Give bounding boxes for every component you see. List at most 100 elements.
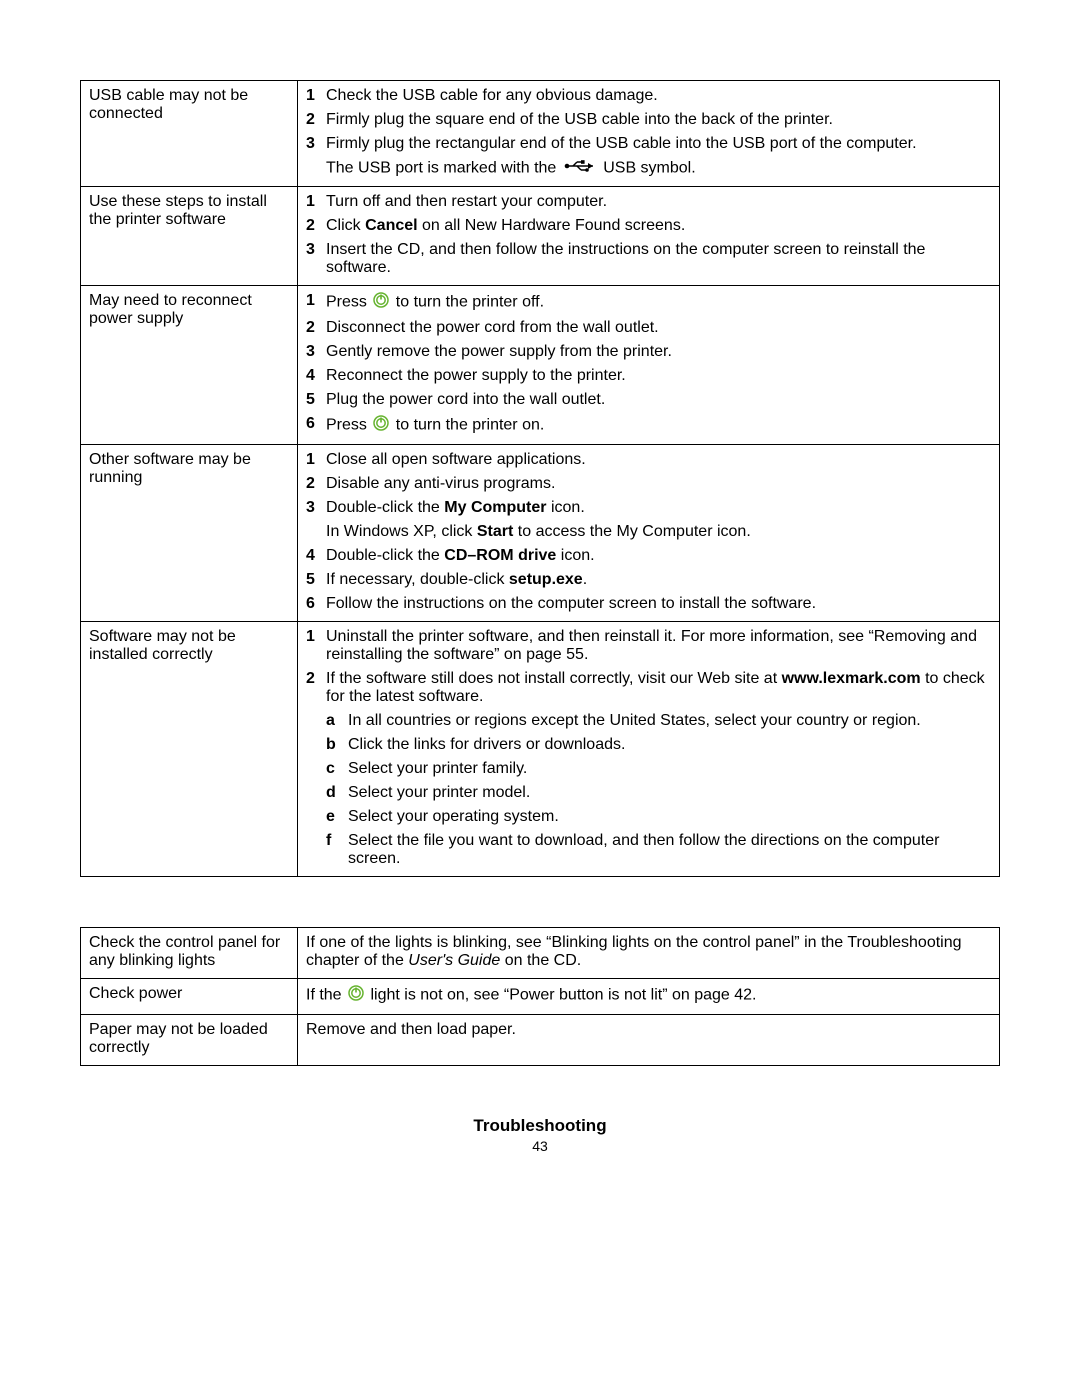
step-text: If necessary, double-click setup.exe. [326, 571, 991, 589]
step-text: Press to turn the printer off. [326, 292, 991, 313]
step-text: Double-click the My Computer icon.In Win… [326, 499, 991, 541]
step: 3Firmly plug the rectangular end of the … [306, 135, 991, 178]
substep-number: c [326, 760, 348, 778]
solution-cell: 1Check the USB cable for any obvious dam… [298, 81, 1000, 187]
step-text: Insert the CD, and then follow the instr… [326, 241, 991, 277]
step: 1Turn off and then restart your computer… [306, 193, 991, 211]
step-number: 3 [306, 241, 326, 277]
step: 2Firmly plug the square end of the USB c… [306, 111, 991, 129]
step-text: Gently remove the power supply from the … [326, 343, 991, 361]
cause-cell: Check power [81, 979, 298, 1015]
table-1-body: USB cable may not be connected1Check the… [81, 81, 1000, 877]
step-number: 2 [306, 111, 326, 129]
substep: fSelect the file you want to download, a… [326, 832, 991, 868]
substep-number: e [326, 808, 348, 826]
substep: aIn all countries or regions except the … [326, 712, 991, 730]
step-number: 1 [306, 87, 326, 105]
solution-cell: 1Press to turn the printer off.2Disconne… [298, 286, 1000, 445]
step-text: Press to turn the printer on. [326, 415, 991, 436]
step-number: 3 [306, 135, 326, 178]
substep-text: Select your operating system. [348, 808, 991, 826]
troubleshooting-table-2: Check the control panel for any blinking… [80, 927, 1000, 1066]
substep-number: d [326, 784, 348, 802]
substep-text: Select your printer family. [348, 760, 991, 778]
step: 2If the software still does not install … [306, 670, 991, 868]
step: 6Follow the instructions on the computer… [306, 595, 991, 613]
substep-text: Select your printer model. [348, 784, 991, 802]
cause-cell: USB cable may not be connected [81, 81, 298, 187]
step-detail: The USB port is marked with the USB symb… [326, 159, 991, 178]
step-number: 5 [306, 571, 326, 589]
step-number: 3 [306, 499, 326, 541]
substep: cSelect your printer family. [326, 760, 991, 778]
step-number: 2 [306, 217, 326, 235]
substep: eSelect your operating system. [326, 808, 991, 826]
step: 6Press to turn the printer on. [306, 415, 991, 436]
solution-cell: 1Uninstall the printer software, and the… [298, 622, 1000, 877]
step-text: Follow the instructions on the computer … [326, 595, 991, 613]
step-list: 1Turn off and then restart your computer… [306, 193, 991, 277]
step: 5Plug the power cord into the wall outle… [306, 391, 991, 409]
substep-number: f [326, 832, 348, 868]
step: 4Reconnect the power supply to the print… [306, 367, 991, 385]
substep-text: Select the file you want to download, an… [348, 832, 991, 868]
step-number: 6 [306, 595, 326, 613]
solution-cell: 1Turn off and then restart your computer… [298, 187, 1000, 286]
solution-cell: If one of the lights is blinking, see “B… [298, 928, 1000, 979]
step-text: Check the USB cable for any obvious dama… [326, 87, 991, 105]
step-text: Double-click the CD–ROM drive icon. [326, 547, 991, 565]
table-row: Software may not be installed correctly1… [81, 622, 1000, 877]
substep-number: a [326, 712, 348, 730]
step: 5If necessary, double-click setup.exe. [306, 571, 991, 589]
substep: bClick the links for drivers or download… [326, 736, 991, 754]
step: 2Disconnect the power cord from the wall… [306, 319, 991, 337]
step-list: 1Close all open software applications.2D… [306, 451, 991, 613]
step: 2Click Cancel on all New Hardware Found … [306, 217, 991, 235]
step: 4Double-click the CD–ROM drive icon. [306, 547, 991, 565]
substep-list: aIn all countries or regions except the … [326, 712, 991, 868]
power-icon [348, 985, 364, 1006]
step-text: Turn off and then restart your computer. [326, 193, 991, 211]
step: 1Check the USB cable for any obvious dam… [306, 87, 991, 105]
step-number: 2 [306, 670, 326, 868]
cause-cell: Paper may not be loaded correctly [81, 1015, 298, 1066]
step-text: Plug the power cord into the wall outlet… [326, 391, 991, 409]
step-text: Disable any anti-virus programs. [326, 475, 991, 493]
step-number: 5 [306, 391, 326, 409]
step: 3Insert the CD, and then follow the inst… [306, 241, 991, 277]
substep: dSelect your printer model. [326, 784, 991, 802]
power-icon [373, 415, 389, 436]
step: 1Close all open software applications. [306, 451, 991, 469]
table-row: Paper may not be loaded correctlyRemove … [81, 1015, 1000, 1066]
solution-cell: Remove and then load paper. [298, 1015, 1000, 1066]
step-text: Firmly plug the rectangular end of the U… [326, 135, 991, 178]
step-text: If the software still does not install c… [326, 670, 991, 868]
step-number: 2 [306, 319, 326, 337]
step: 3Double-click the My Computer icon.In Wi… [306, 499, 991, 541]
step-number: 1 [306, 292, 326, 313]
step-number: 4 [306, 547, 326, 565]
step-number: 2 [306, 475, 326, 493]
cause-cell: May need to reconnect power supply [81, 286, 298, 445]
usb-icon [563, 159, 597, 178]
substep-text: Click the links for drivers or downloads… [348, 736, 991, 754]
step-number: 3 [306, 343, 326, 361]
step-text: Reconnect the power supply to the printe… [326, 367, 991, 385]
step-text: Disconnect the power cord from the wall … [326, 319, 991, 337]
table-row: Other software may be running 1Close all … [81, 445, 1000, 622]
step-text: Click Cancel on all New Hardware Found s… [326, 217, 991, 235]
table-2-body: Check the control panel for any blinking… [81, 928, 1000, 1066]
cause-cell: Use these steps to install the printer s… [81, 187, 298, 286]
solution-cell: 1Close all open software applications.2D… [298, 445, 1000, 622]
step: 1Uninstall the printer software, and the… [306, 628, 991, 664]
cause-cell: Check the control panel for any blinking… [81, 928, 298, 979]
cause-cell: Other software may be running [81, 445, 298, 622]
substep-text: In all countries or regions except the U… [348, 712, 991, 730]
step: 1Press to turn the printer off. [306, 292, 991, 313]
table-row: Check powerIf the light is not on, see “… [81, 979, 1000, 1015]
footer-title: Troubleshooting [80, 1116, 1000, 1136]
step-list: 1Uninstall the printer software, and the… [306, 628, 991, 868]
table-row: Use these steps to install the printer s… [81, 187, 1000, 286]
step-text: Uninstall the printer software, and then… [326, 628, 991, 664]
step-number: 1 [306, 628, 326, 664]
